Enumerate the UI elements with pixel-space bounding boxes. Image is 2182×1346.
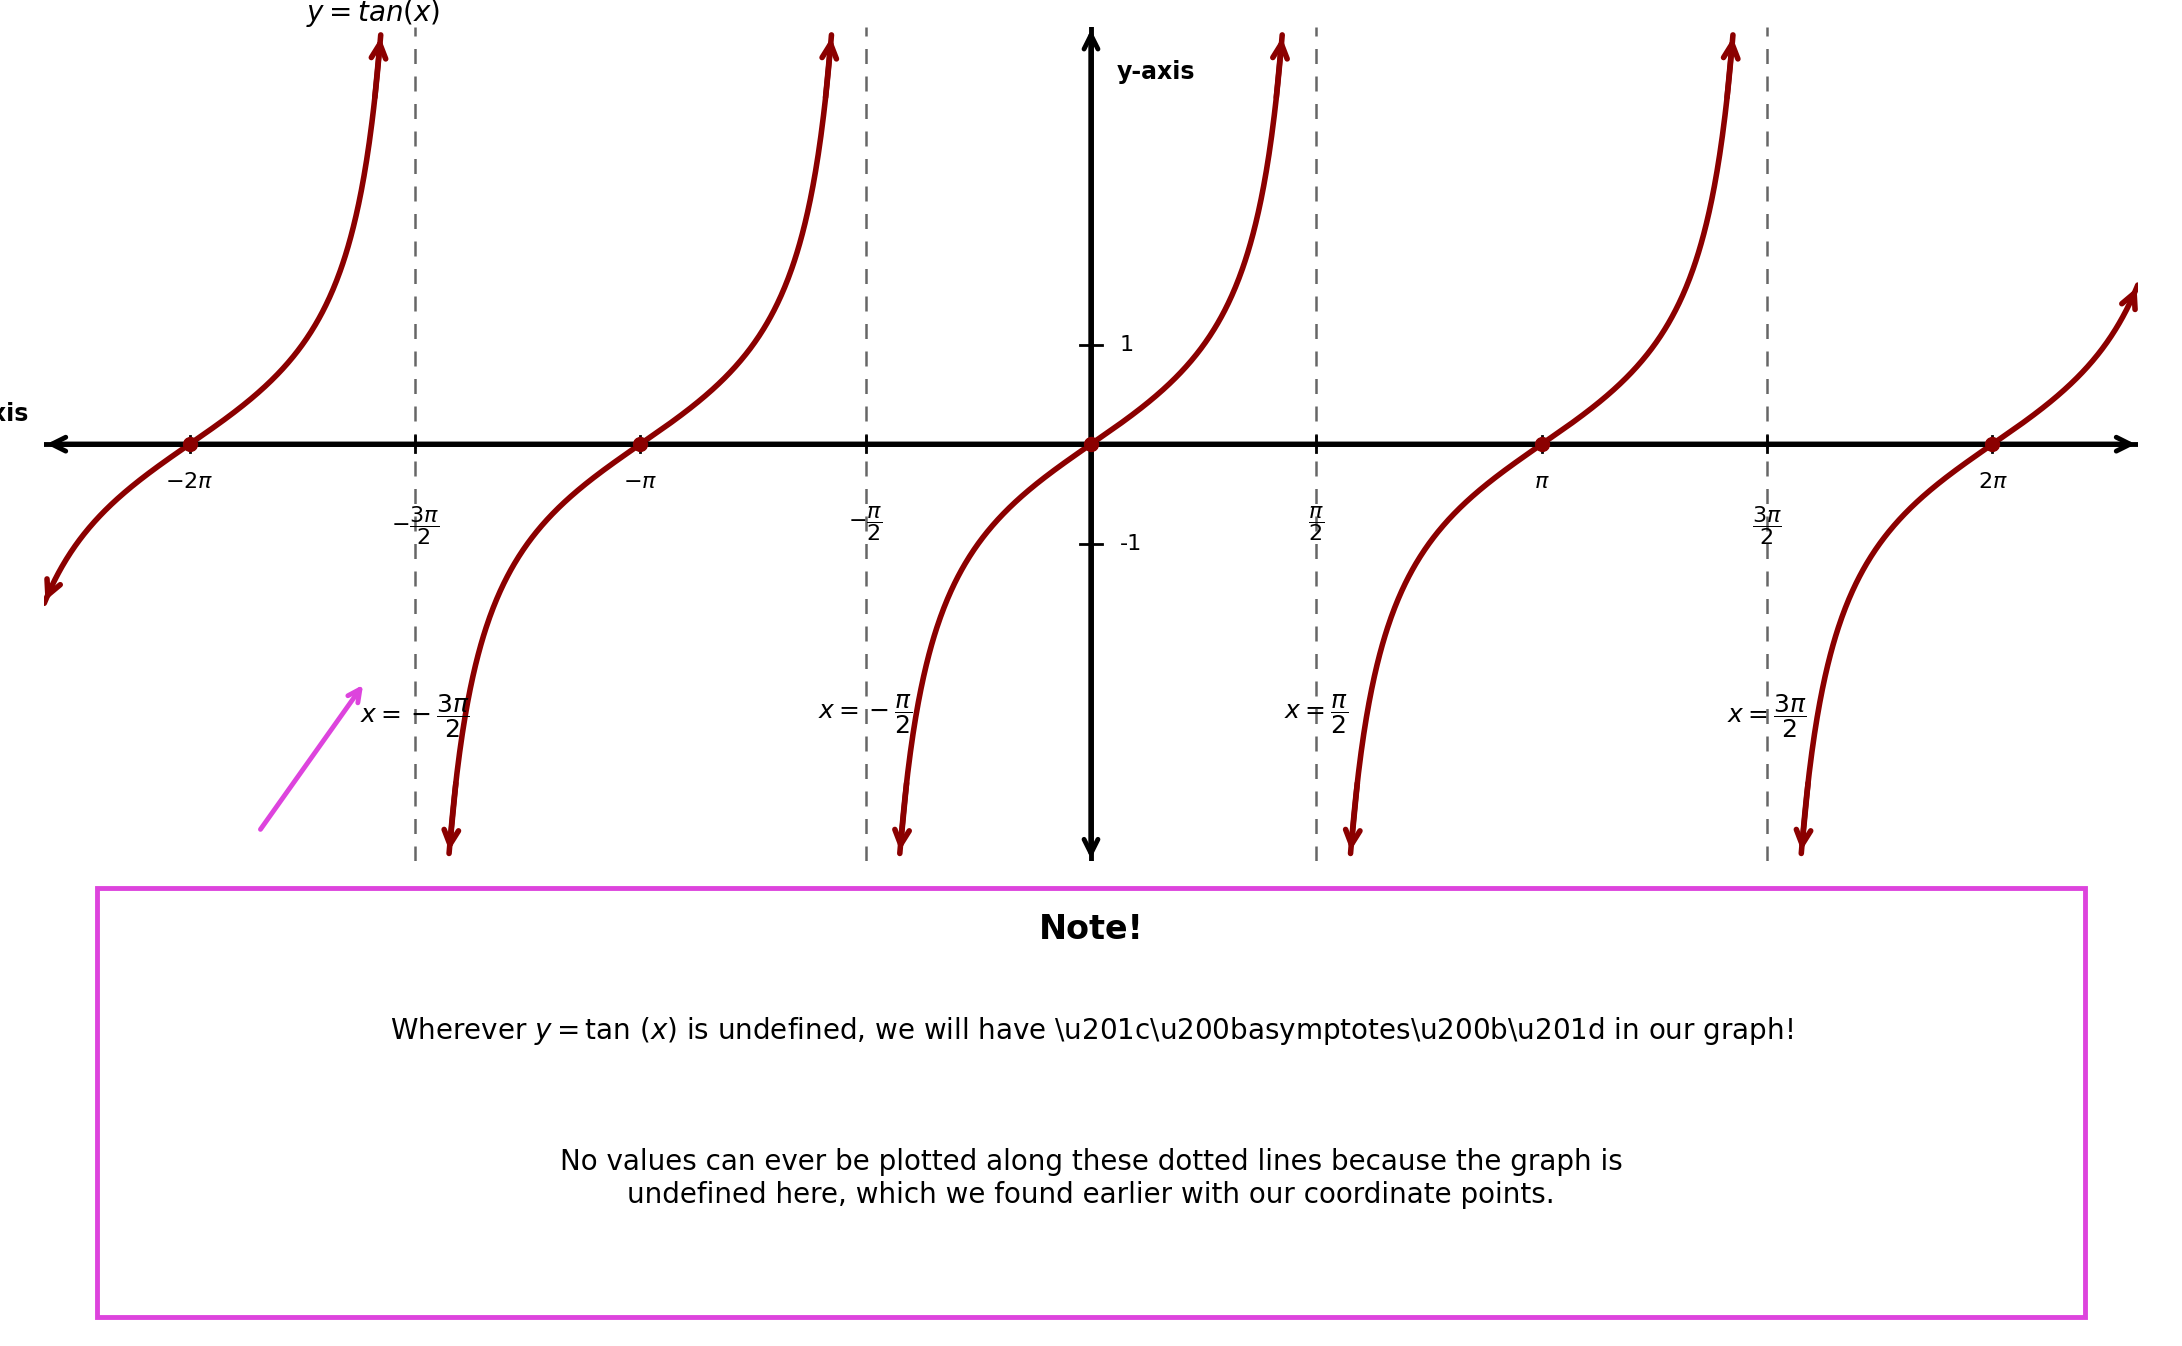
Text: $\dfrac{\pi}{2}$: $\dfrac{\pi}{2}$ [1309, 503, 1324, 542]
Point [622, 433, 657, 455]
Point [1525, 433, 1560, 455]
Text: y-axis: y-axis [1117, 61, 1196, 85]
Point [1975, 433, 2010, 455]
Text: $x = -\dfrac{\pi}{2}$: $x = -\dfrac{\pi}{2}$ [818, 693, 912, 736]
Text: $x = \dfrac{3\pi}{2}$: $x = \dfrac{3\pi}{2}$ [1728, 693, 1807, 740]
Point [172, 433, 207, 455]
Text: Wherever $y = \mathregular{tan}\ (x)$ is undefined, we will have \u201c\u200basy: Wherever $y = \mathregular{tan}\ (x)$ is… [391, 1015, 1791, 1047]
Text: No values can ever be plotted along these dotted lines because the graph is
unde: No values can ever be plotted along thes… [559, 1148, 1623, 1209]
Text: $-\dfrac{\pi}{2}$: $-\dfrac{\pi}{2}$ [849, 503, 884, 542]
Text: $x = -\dfrac{3\pi}{2}$: $x = -\dfrac{3\pi}{2}$ [360, 693, 469, 740]
Text: $\pi$: $\pi$ [1534, 472, 1549, 493]
Text: -1: -1 [1119, 533, 1141, 553]
Text: $2\pi$: $2\pi$ [1977, 472, 2007, 493]
Text: $-2\pi$: $-2\pi$ [166, 472, 214, 493]
Point [1074, 433, 1108, 455]
FancyBboxPatch shape [98, 888, 2084, 1316]
Text: 1: 1 [1119, 335, 1135, 355]
Text: Note!: Note! [1039, 913, 1143, 946]
Text: $y = tan(x)$: $y = tan(x)$ [305, 0, 441, 30]
Text: $x = \dfrac{\pi}{2}$: $x = \dfrac{\pi}{2}$ [1285, 693, 1348, 736]
Text: $-\pi$: $-\pi$ [624, 472, 657, 493]
Text: x-axis: x-axis [0, 402, 28, 427]
Text: $\dfrac{3\pi}{2}$: $\dfrac{3\pi}{2}$ [1752, 503, 1783, 546]
Text: $-\dfrac{3\pi}{2}$: $-\dfrac{3\pi}{2}$ [391, 503, 439, 546]
